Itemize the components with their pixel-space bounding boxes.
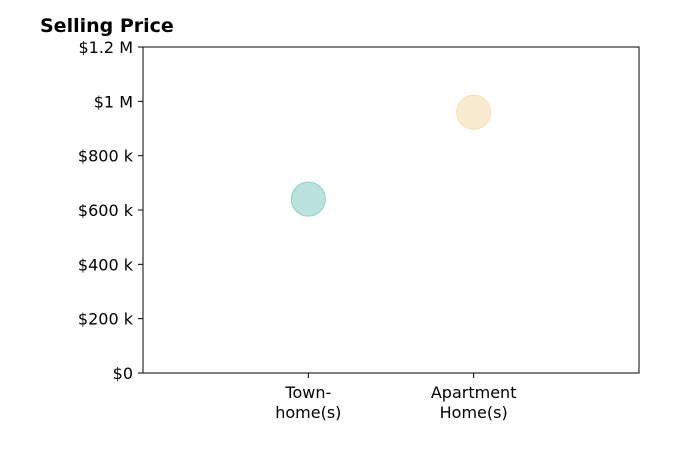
- x-tick-label: Town-home(s): [275, 383, 341, 422]
- y-tick-label: $600 k: [78, 201, 134, 220]
- y-axis: $0 $200 k $400 k $600 k $800 k $1 M $1.2 M: [78, 38, 143, 383]
- y-tick-label: $200 k: [78, 310, 134, 329]
- y-tick-label: $800 k: [78, 147, 134, 166]
- y-tick-label: $0: [113, 364, 133, 383]
- data-points: [290, 94, 492, 217]
- plot-area-frame: [142, 46, 640, 374]
- x-axis: Town-home(s) Apartment Home(s): [275, 373, 516, 422]
- y-tick-label: $400 k: [78, 255, 134, 274]
- y-tick-label: $1 M: [94, 92, 133, 111]
- data-point: [456, 94, 492, 130]
- x-tick-label: Apartment Home(s): [431, 383, 517, 422]
- chart-title: Selling Price: [40, 15, 174, 37]
- y-tick-label: $1.2 M: [78, 38, 133, 57]
- data-point: [290, 181, 326, 217]
